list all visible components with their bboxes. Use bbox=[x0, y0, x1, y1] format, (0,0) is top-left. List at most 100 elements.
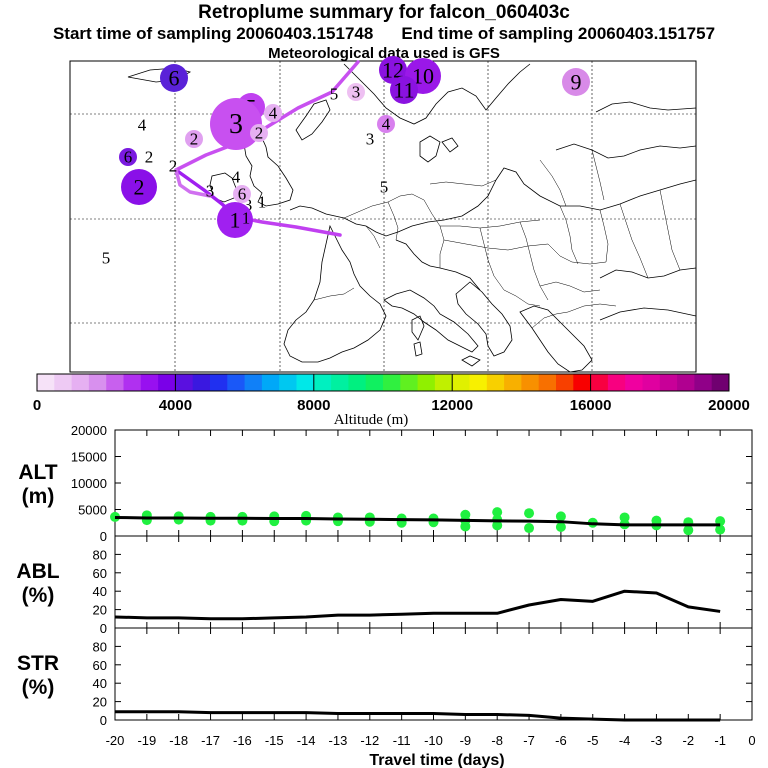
cluster-label: 4 bbox=[382, 115, 391, 134]
cluster-label: 2 bbox=[190, 130, 199, 149]
colorbar-cell bbox=[573, 374, 592, 391]
colorbar-cell bbox=[88, 374, 107, 391]
colorbar-cell bbox=[175, 374, 194, 391]
y-tick-label: 80 bbox=[93, 547, 107, 562]
altitude-point bbox=[492, 520, 503, 531]
panel-ylabel: ALT bbox=[18, 461, 57, 484]
cluster-marker bbox=[390, 76, 418, 104]
colorbar-cell bbox=[279, 374, 297, 391]
plume-cluster: 11 bbox=[390, 76, 418, 104]
cluster-label: 6 bbox=[169, 65, 180, 90]
altitude-point bbox=[460, 521, 471, 532]
colorbar-cell bbox=[469, 374, 488, 391]
y-tick-label: 0 bbox=[100, 529, 107, 544]
altitude-point bbox=[524, 508, 535, 519]
cluster-label: 3 bbox=[352, 83, 361, 102]
plume-cluster: 3 bbox=[206, 182, 215, 201]
x-tick-label: -3 bbox=[651, 733, 663, 748]
panel-alt: ALT(m) 0 5000 10000 15000 20000 bbox=[18, 423, 753, 544]
series-line bbox=[114, 589, 721, 621]
cluster-label: 2 bbox=[255, 124, 264, 143]
plume-cluster: 3 bbox=[347, 83, 365, 102]
colorbar-cell bbox=[192, 374, 211, 391]
altitude-point bbox=[555, 511, 566, 522]
start-time-label: Start time of sampling 20060403.151748 bbox=[52, 24, 374, 43]
plume-cluster: 6 bbox=[160, 64, 188, 92]
x-tick-label: -19 bbox=[137, 733, 156, 748]
plume-cluster: 6 bbox=[233, 185, 251, 204]
cluster-marker bbox=[217, 202, 253, 238]
y-tick-label: 20000 bbox=[71, 423, 107, 438]
x-tick-label: -10 bbox=[424, 733, 443, 748]
colorbar-cell bbox=[452, 374, 470, 391]
altitude-point bbox=[683, 525, 694, 536]
cluster-marker bbox=[347, 83, 365, 101]
altitude-point bbox=[555, 521, 566, 532]
colorbar-cell bbox=[694, 374, 713, 391]
plume-cluster: 2 bbox=[250, 124, 268, 143]
colorbar-tick-label: 8000 bbox=[297, 397, 330, 414]
time-series-panels: ALT(m)05000100001500020000ABL(%)02040608… bbox=[16, 423, 755, 768]
cluster-label: 11 bbox=[393, 77, 414, 102]
y-tick-label: 80 bbox=[93, 639, 107, 654]
cluster-marker bbox=[210, 98, 262, 150]
x-tick-label: -14 bbox=[297, 733, 316, 748]
colorbar-cell bbox=[556, 374, 574, 391]
colorbar-cell bbox=[296, 374, 315, 391]
colorbar-cell bbox=[677, 374, 695, 391]
colorbar-cell bbox=[504, 374, 522, 391]
cluster-marker bbox=[377, 115, 395, 133]
series-line bbox=[114, 515, 721, 527]
colorbar-cell bbox=[331, 374, 349, 391]
x-tick-label: -11 bbox=[393, 733, 411, 748]
cluster-label: 10 bbox=[412, 63, 434, 88]
x-tick-label: -16 bbox=[233, 733, 252, 748]
colorbar-cell bbox=[383, 374, 401, 391]
cluster-label: 5 bbox=[102, 249, 111, 268]
plume-cluster: 2 bbox=[169, 157, 178, 176]
colorbar-cell bbox=[123, 374, 142, 391]
altitude-point bbox=[619, 512, 630, 523]
x-tick-label: -4 bbox=[619, 733, 631, 748]
colorbar-title: Altitude (m) bbox=[334, 412, 409, 428]
panel-ylabel: STR bbox=[17, 652, 59, 675]
cluster-label: 6 bbox=[238, 185, 247, 204]
colorbar-cell bbox=[365, 374, 384, 391]
x-tick-label: -18 bbox=[169, 733, 188, 748]
panel-abl: ABL(%) 0 20 40 60 80 bbox=[16, 535, 753, 636]
altitude-colorbar: 0 4000 8000 12000 16000 20000 Altitude (m) bbox=[33, 373, 750, 428]
colorbar-cell bbox=[37, 374, 55, 391]
x-tick-label: -9 bbox=[460, 733, 472, 748]
colorbar-cell bbox=[244, 374, 263, 391]
panel-ylabel: ABL bbox=[16, 560, 59, 583]
map-frame bbox=[69, 60, 697, 373]
colorbar-cell bbox=[625, 374, 643, 391]
x-tick-label: -8 bbox=[491, 733, 503, 748]
x-tick-label: -15 bbox=[265, 733, 284, 748]
y-tick-label: 10000 bbox=[71, 476, 107, 491]
colorbar-cell bbox=[521, 374, 540, 391]
plume-cluster: 4 bbox=[264, 104, 282, 123]
cluster-marker bbox=[185, 130, 203, 148]
y-tick-label: 5000 bbox=[78, 503, 107, 518]
cluster-marker bbox=[160, 64, 188, 92]
cluster-label: 2 bbox=[169, 157, 178, 176]
colorbar-cell bbox=[659, 374, 678, 391]
plume-cluster: 3 bbox=[366, 130, 375, 149]
colorbar-cell bbox=[417, 374, 436, 391]
cluster-label: 4 bbox=[269, 104, 278, 123]
y-tick-label: 40 bbox=[93, 676, 107, 691]
plume-cluster: 2 bbox=[121, 169, 157, 205]
x-tick-label: -2 bbox=[683, 733, 695, 748]
plume-cluster: 4 bbox=[138, 116, 147, 135]
colorbar-cell bbox=[140, 374, 159, 391]
panel-frame bbox=[114, 627, 753, 721]
plume-cluster: 3 bbox=[244, 196, 253, 215]
plume-cluster: 4 bbox=[377, 115, 395, 134]
y-tick-label: 15000 bbox=[71, 450, 107, 465]
colorbar-cell bbox=[158, 374, 176, 391]
colorbar-cell bbox=[106, 374, 124, 391]
cluster-marker bbox=[562, 68, 590, 96]
panel-ylabel-unit: (%) bbox=[22, 676, 55, 699]
